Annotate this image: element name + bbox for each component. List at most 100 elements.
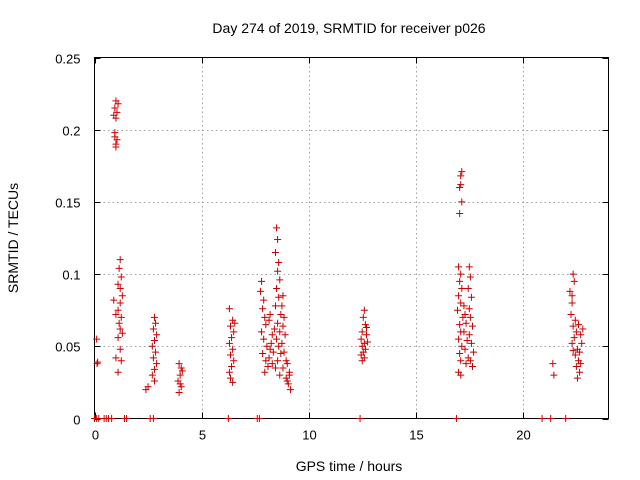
data-point — [550, 371, 558, 379]
tick-layer — [94, 57, 609, 420]
data-points — [91, 97, 587, 422]
data-point — [266, 311, 274, 319]
data-point — [465, 305, 473, 313]
data-point — [576, 348, 584, 356]
data-point — [116, 345, 124, 353]
data-point — [276, 276, 284, 284]
y-axis-label: SRMTID / TECUs — [5, 183, 21, 293]
data-point — [461, 311, 469, 319]
data-point — [467, 339, 475, 347]
data-point — [458, 342, 466, 350]
data-point — [178, 367, 186, 375]
data-point — [264, 363, 272, 371]
data-point — [465, 331, 473, 339]
data-point — [273, 224, 281, 232]
data-point — [152, 348, 160, 356]
data-point — [361, 321, 369, 329]
data-point — [274, 357, 282, 365]
data-point — [226, 374, 234, 382]
data-point — [466, 273, 474, 281]
data-point — [455, 335, 463, 343]
plot-frame — [94, 57, 609, 419]
data-point — [265, 316, 273, 324]
data-point — [262, 321, 270, 329]
data-point — [462, 360, 470, 368]
data-point — [572, 363, 580, 371]
data-point — [469, 322, 477, 330]
data-point — [112, 114, 120, 122]
data-point — [568, 339, 576, 347]
y-tick-labels: 0 0.05 0.1 0.15 0.2 0.25 — [55, 52, 80, 428]
y-tick-label: 0 — [73, 413, 80, 428]
data-point — [230, 357, 238, 365]
data-point — [562, 415, 570, 422]
data-point — [149, 354, 157, 362]
data-point — [175, 389, 183, 397]
data-point — [255, 415, 263, 422]
data-point — [153, 331, 161, 339]
data-point — [113, 136, 121, 144]
data-point — [150, 377, 158, 385]
data-point — [148, 342, 156, 350]
data-point — [570, 277, 578, 285]
data-point — [460, 328, 468, 336]
data-point — [576, 368, 584, 376]
data-point — [452, 415, 460, 422]
data-point — [577, 360, 585, 368]
data-point — [153, 360, 161, 368]
data-point — [148, 371, 156, 379]
data-point — [538, 415, 546, 422]
data-point — [116, 325, 124, 333]
data-point — [549, 360, 557, 368]
chart-title: Day 274 of 2019, SRMTID for receiver p02… — [212, 20, 485, 36]
data-point — [228, 363, 236, 371]
data-point — [225, 339, 233, 347]
data-point — [467, 293, 475, 301]
data-point — [112, 311, 120, 319]
data-point — [547, 415, 555, 422]
data-point — [259, 305, 267, 313]
y-tick-label: 0.05 — [55, 340, 80, 355]
y-tick-label: 0.15 — [55, 196, 80, 211]
data-point — [114, 280, 122, 288]
data-point — [281, 331, 289, 339]
data-point — [117, 273, 125, 281]
data-point — [266, 345, 274, 353]
data-point — [260, 335, 268, 343]
data-point — [278, 302, 286, 310]
data-point — [362, 331, 370, 339]
data-point — [228, 334, 236, 342]
data-point — [114, 334, 122, 342]
data-point — [283, 377, 291, 385]
data-point — [261, 368, 269, 376]
data-point — [358, 328, 366, 336]
data-point — [271, 248, 279, 256]
data-point — [267, 339, 275, 347]
data-point — [569, 322, 577, 330]
x-tick-labels: 0 5 10 15 20 — [92, 428, 531, 443]
data-point — [258, 277, 266, 285]
data-point — [457, 270, 465, 278]
data-point — [226, 322, 234, 330]
data-point — [229, 345, 237, 353]
data-point — [280, 313, 288, 321]
data-point — [364, 338, 372, 346]
data-point — [568, 299, 576, 307]
data-point — [114, 100, 122, 108]
data-point — [361, 345, 369, 353]
data-point — [566, 287, 574, 295]
data-point — [470, 348, 478, 356]
data-point — [570, 334, 578, 342]
data-point — [458, 168, 466, 176]
data-point — [274, 235, 282, 243]
data-point — [116, 285, 124, 293]
data-point — [457, 172, 465, 180]
data-point — [275, 259, 283, 267]
data-point — [458, 198, 466, 206]
x-tick-label: 10 — [302, 428, 316, 443]
data-point — [568, 292, 576, 300]
data-point — [572, 328, 580, 336]
x-tick-label: 0 — [92, 428, 99, 443]
x-tick-label: 15 — [409, 428, 423, 443]
